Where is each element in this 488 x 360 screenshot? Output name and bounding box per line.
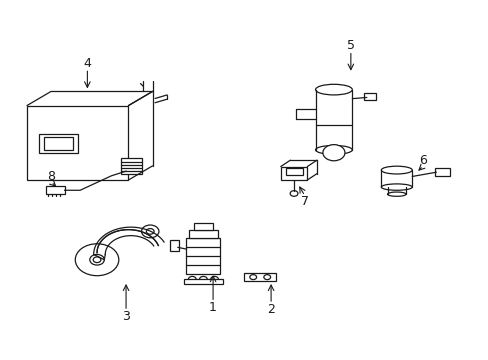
Bar bbox=[188, 230, 218, 238]
Circle shape bbox=[249, 275, 256, 280]
Text: 1: 1 bbox=[209, 301, 217, 314]
Bar bbox=[435, 168, 449, 176]
Bar bbox=[364, 93, 376, 100]
Bar bbox=[186, 238, 220, 274]
Circle shape bbox=[146, 229, 154, 234]
Bar bbox=[121, 158, 141, 174]
Text: 2: 2 bbox=[266, 303, 274, 316]
Text: 7: 7 bbox=[300, 195, 308, 208]
Bar bbox=[193, 223, 213, 230]
Ellipse shape bbox=[381, 184, 411, 190]
Bar bbox=[44, 138, 73, 150]
Bar bbox=[280, 167, 307, 180]
Text: 6: 6 bbox=[419, 154, 427, 167]
Ellipse shape bbox=[315, 84, 351, 95]
Circle shape bbox=[289, 191, 297, 196]
Ellipse shape bbox=[315, 145, 351, 154]
Circle shape bbox=[322, 145, 344, 161]
Circle shape bbox=[90, 255, 104, 265]
Text: 4: 4 bbox=[83, 57, 91, 69]
Text: 8: 8 bbox=[47, 170, 55, 183]
Circle shape bbox=[141, 225, 159, 238]
Circle shape bbox=[75, 244, 119, 276]
Circle shape bbox=[93, 257, 101, 262]
Bar bbox=[27, 105, 128, 180]
Circle shape bbox=[264, 275, 270, 280]
Bar bbox=[285, 168, 302, 175]
Bar bbox=[46, 186, 64, 194]
Circle shape bbox=[210, 276, 218, 282]
Text: 3: 3 bbox=[122, 310, 130, 323]
Bar bbox=[39, 134, 78, 153]
Circle shape bbox=[188, 276, 196, 282]
Text: 5: 5 bbox=[346, 39, 354, 52]
Bar bbox=[169, 240, 179, 251]
Ellipse shape bbox=[386, 192, 405, 196]
Circle shape bbox=[199, 276, 207, 282]
Bar bbox=[183, 279, 223, 284]
Bar bbox=[244, 273, 275, 281]
Ellipse shape bbox=[381, 166, 411, 174]
